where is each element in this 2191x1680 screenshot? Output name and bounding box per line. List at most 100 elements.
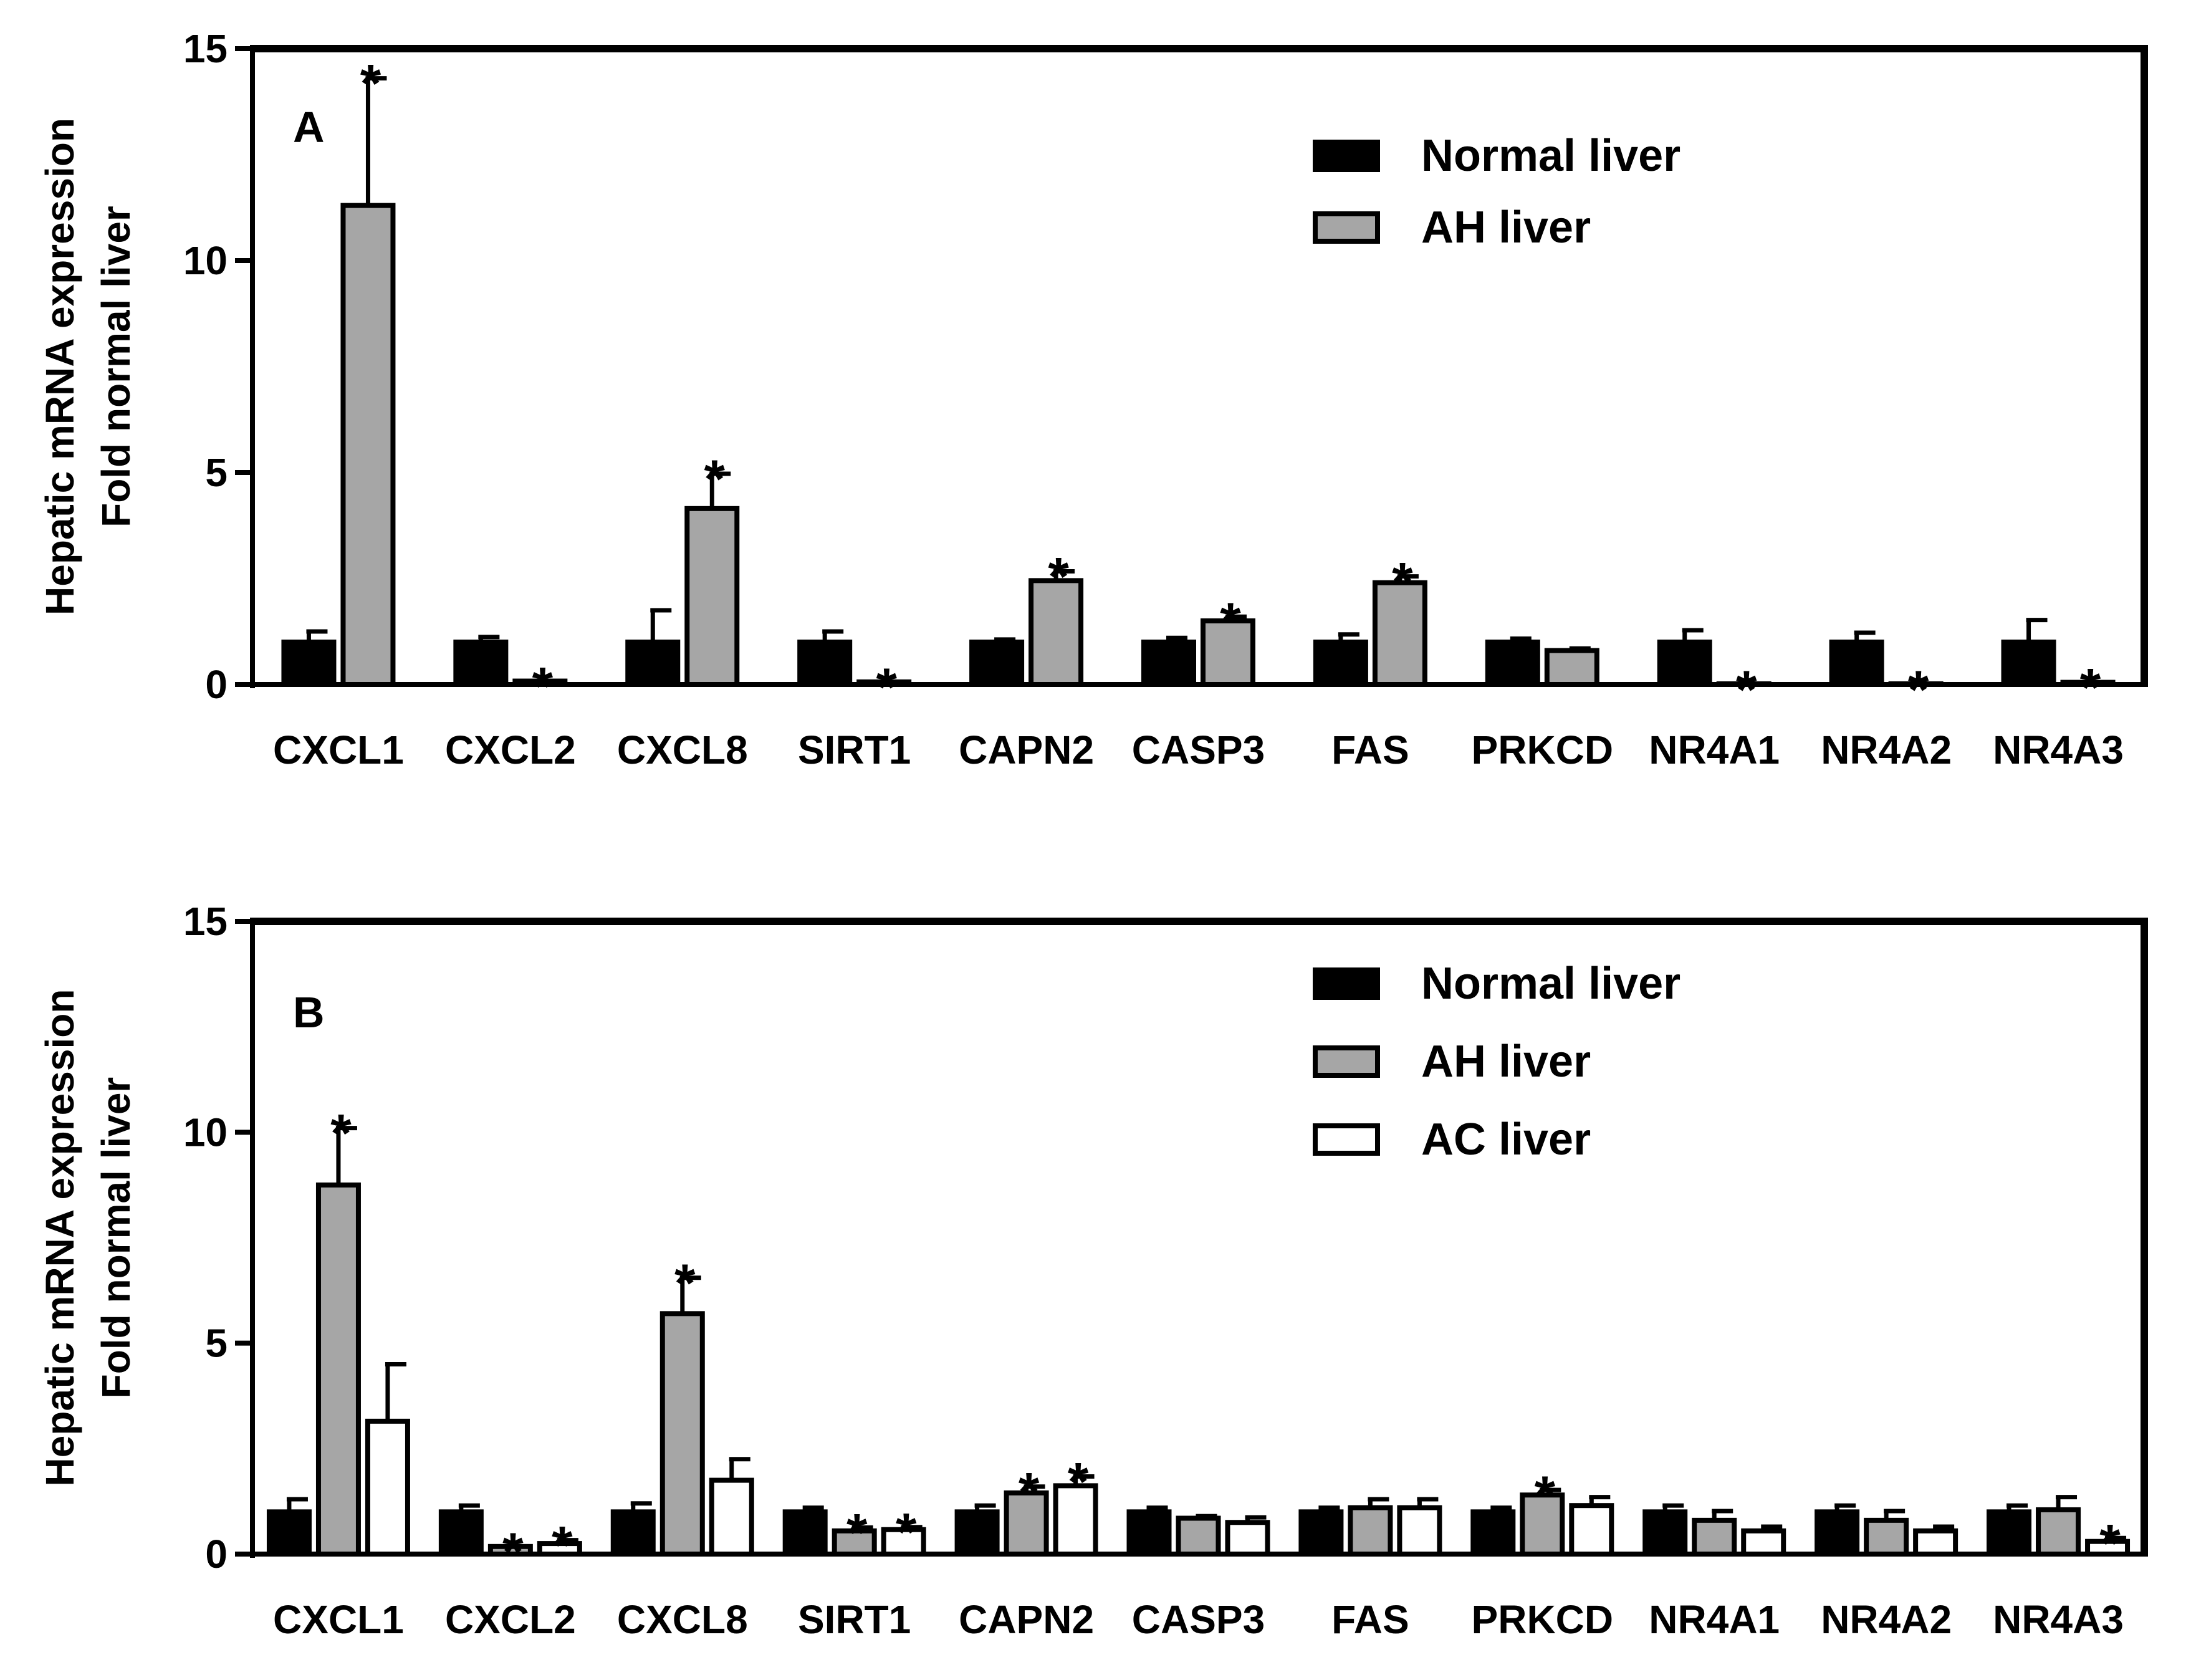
bar	[365, 1418, 410, 1557]
bar	[1544, 648, 1599, 687]
bar	[281, 640, 337, 687]
panel-label: B	[293, 988, 325, 1037]
bar	[438, 1509, 484, 1557]
bar	[625, 640, 681, 687]
bar	[1176, 1515, 1221, 1557]
bar	[684, 506, 740, 687]
x-tick-label: NR4A2	[1821, 727, 1952, 772]
y-axis-label: Hepatic mRNA expression	[37, 118, 82, 615]
bar	[487, 1543, 533, 1557]
legend-label: AH liver	[1421, 1037, 1591, 1087]
y-axis-label: Fold normal liver	[93, 1077, 138, 1399]
x-tick-label: SIRT1	[798, 1597, 911, 1642]
significance-marker: *	[360, 54, 381, 114]
x-tick-label: NR4A3	[1993, 1597, 2124, 1642]
bar	[1298, 1509, 1344, 1557]
bar	[1642, 1509, 1688, 1557]
x-tick-label: FAS	[1331, 1597, 1409, 1642]
bar	[266, 1509, 312, 1557]
bar	[856, 679, 912, 688]
x-tick-label: CXCL1	[273, 1597, 404, 1642]
y-axis-label: Fold normal liver	[93, 206, 138, 527]
x-tick-label: CASP3	[1132, 1597, 1265, 1642]
bar	[1864, 1517, 1909, 1557]
bar	[315, 1182, 361, 1557]
x-tick-label: NR4A2	[1821, 1597, 1952, 1642]
y-tick-label: 0	[205, 1532, 228, 1577]
legend-swatch	[1313, 1045, 1380, 1078]
significance-marker: *	[1220, 592, 1241, 652]
y-tick-label: 10	[183, 238, 228, 283]
panel-a-chart: 0 5 10 15 Hepatic mRNA expression Fold normal…	[37, 26, 2148, 772]
bar	[954, 1509, 1000, 1557]
significance-marker: *	[1048, 547, 1069, 607]
x-tick-label: CAPN2	[959, 727, 1094, 772]
bar	[2001, 640, 2056, 687]
x-tick-label: CAPN2	[959, 1597, 1094, 1642]
bar	[1053, 1483, 1098, 1557]
panel-label: A	[293, 103, 325, 151]
bar	[1372, 580, 1427, 687]
x-tick-label: CXCL1	[273, 727, 404, 772]
x-tick-label: CASP3	[1132, 727, 1265, 772]
x-tick-label: CXCL8	[617, 727, 748, 772]
bar	[881, 1527, 926, 1557]
significance-marker: *	[704, 449, 726, 509]
bar	[340, 203, 396, 688]
x-tick-label: NR4A1	[1649, 1597, 1780, 1642]
legend-swatch	[1313, 140, 1380, 172]
significance-marker: *	[532, 657, 554, 717]
bar	[1348, 1505, 1393, 1557]
legend-label: AC liver	[1421, 1115, 1591, 1164]
bar	[2085, 1538, 2131, 1557]
legend-swatch	[1313, 1123, 1380, 1156]
bar	[453, 640, 509, 687]
x-tick-label: CXCL2	[445, 727, 576, 772]
significance-marker: *	[2080, 658, 2101, 718]
y-tick-label: 15	[183, 899, 228, 944]
bar	[610, 1509, 656, 1557]
bar	[1485, 640, 1540, 687]
y-tick-label: 0	[205, 662, 228, 707]
bar	[782, 1509, 828, 1557]
bar	[1987, 1509, 2032, 1557]
x-tick-label: CXCL8	[617, 1597, 748, 1642]
y-tick-label: 10	[183, 1110, 228, 1154]
bar	[1028, 578, 1084, 688]
significance-marker: *	[330, 1104, 352, 1164]
bar	[1569, 1503, 1614, 1557]
bar	[2036, 1507, 2081, 1557]
bar	[1225, 1520, 1270, 1557]
x-tick-label: PRKCD	[1472, 727, 1614, 772]
x-tick-label: NR4A1	[1649, 727, 1780, 772]
bar	[512, 678, 568, 688]
significance-marker: *	[1392, 552, 1413, 612]
bar	[832, 1528, 877, 1557]
bar	[1829, 640, 1884, 687]
y-tick-label: 5	[205, 1321, 228, 1366]
bar	[1815, 1509, 1860, 1557]
x-tick-label: CXCL2	[445, 1597, 576, 1642]
bar	[659, 1311, 705, 1557]
bar	[1913, 1528, 1958, 1557]
bar	[2060, 679, 2116, 687]
legend-label: Normal liver	[1421, 131, 1680, 181]
bar	[1141, 640, 1196, 687]
significance-marker: *	[846, 1503, 868, 1563]
bar	[1126, 1509, 1172, 1557]
significance-marker: *	[1019, 1462, 1040, 1522]
significance-marker: *	[552, 1516, 573, 1576]
x-tick-label: SIRT1	[798, 727, 911, 772]
y-axis-label: Hepatic mRNA expression	[37, 989, 82, 1487]
significance-marker: *	[1908, 660, 1929, 720]
legend-swatch	[1313, 967, 1380, 1000]
significance-marker: *	[1535, 1466, 1556, 1525]
significance-marker: *	[1736, 660, 1757, 720]
bar	[1397, 1505, 1442, 1557]
bar	[1657, 640, 1712, 687]
bar	[1470, 1509, 1516, 1557]
bar	[1692, 1517, 1737, 1557]
bar	[537, 1541, 582, 1557]
bar	[1520, 1492, 1565, 1557]
legend-swatch	[1313, 211, 1380, 244]
